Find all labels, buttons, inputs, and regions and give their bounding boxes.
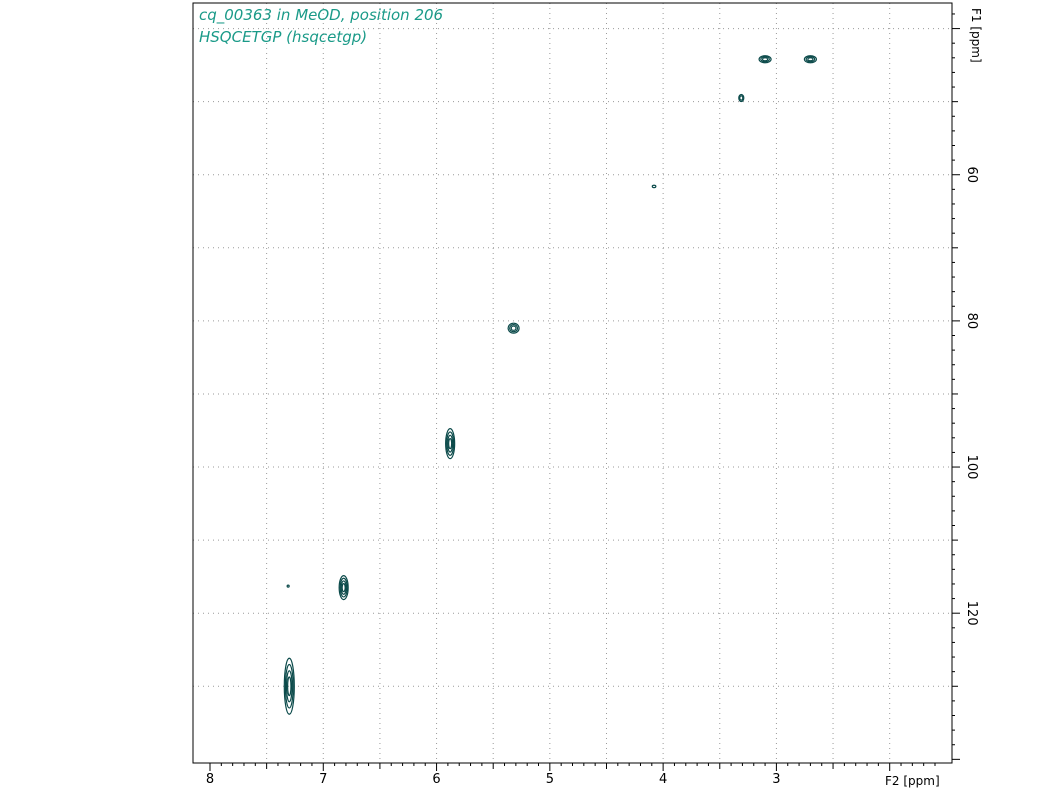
contour-line [340, 580, 347, 595]
contour-line [651, 184, 657, 189]
plot-frame [192, 2, 953, 764]
x-axis: 8 7 6 5 4 3 [206, 763, 936, 787]
contour-peak [651, 184, 657, 189]
contour-peak [803, 55, 817, 64]
contour-line [287, 676, 292, 697]
contour-line [339, 577, 348, 598]
x-tick-label: 5 [546, 772, 554, 787]
contour-peak [283, 657, 295, 715]
contour-line [448, 438, 453, 450]
x-tick-label: 4 [659, 772, 667, 787]
contour-peak [338, 575, 349, 601]
contour-line [507, 322, 520, 334]
y-tick-label: 80 [964, 313, 979, 330]
contour-peak [738, 93, 745, 103]
contour-line [510, 325, 517, 331]
contour-line [760, 56, 770, 63]
contour-peak [507, 322, 520, 334]
x-tick-label: 6 [432, 772, 440, 787]
experiment-subtitle: HSQCETGP (hsqcetgp) [199, 28, 368, 46]
contour-line [447, 434, 454, 453]
contour-line [738, 93, 745, 103]
contour-peak [286, 584, 290, 588]
grid-lines [193, 3, 952, 763]
x-axis-title: F2 [ppm] [885, 774, 940, 788]
x-tick-label: 3 [772, 772, 780, 787]
contour-line [803, 55, 817, 64]
contour-line [285, 670, 293, 703]
contour-line [445, 428, 456, 460]
y-tick-label: 100 [964, 455, 979, 480]
y-axis: 60 80 100 120 [952, 13, 979, 760]
contour-peak [758, 55, 772, 64]
contour-line [758, 55, 772, 64]
contour-line [283, 657, 295, 715]
contour-line [739, 95, 744, 101]
contour-line [284, 663, 294, 709]
contour-line [338, 575, 349, 601]
x-tick-label: 7 [319, 772, 327, 787]
y-tick-label: 120 [964, 601, 979, 626]
contour-line [805, 56, 816, 63]
contour-line [761, 57, 769, 62]
contour-peak [445, 428, 456, 460]
x-tick-label: 8 [206, 772, 214, 787]
contour-line [446, 431, 455, 456]
contour-line [286, 584, 290, 588]
spectrum-title: cq_00363 in MeOD, position 206 [199, 6, 444, 24]
y-axis-title: F1 [ppm] [969, 8, 983, 63]
contour-line [807, 57, 814, 62]
contour-peaks [283, 55, 817, 715]
contour-line [341, 583, 346, 593]
contour-line [509, 324, 519, 333]
y-tick-label: 60 [964, 166, 979, 183]
